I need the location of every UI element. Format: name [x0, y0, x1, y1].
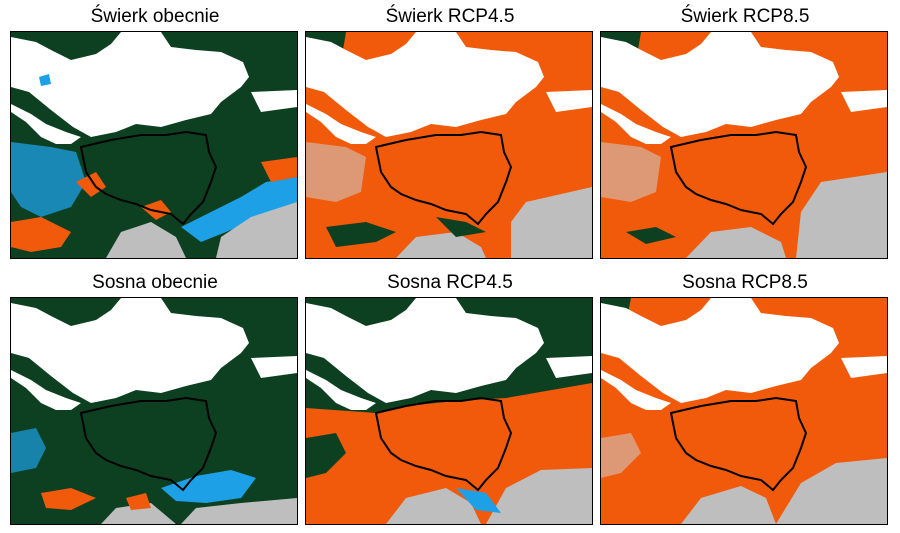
map-pine-rcp85: [601, 298, 887, 524]
poland-border: [669, 130, 808, 226]
poland-border: [374, 130, 513, 226]
map-panel-pine-current: Sosna obecnie: [10, 270, 300, 525]
map-pine-rcp45: [306, 298, 592, 524]
panel-title: Świerk RCP4.5: [385, 6, 515, 27]
map-panel-spruce-rcp45: Świerk RCP4.5: [305, 4, 595, 259]
north-sea-strait: [11, 104, 81, 144]
map-frame: [10, 31, 298, 259]
mixed-habitat-west: [306, 142, 366, 202]
poland-border: [79, 396, 218, 492]
mixed-habitat-west: [601, 433, 641, 478]
map-frame: [600, 297, 888, 525]
north-sea-strait: [11, 370, 81, 410]
gulf-water: [251, 90, 297, 112]
lost-habitat-east: [261, 157, 297, 182]
no-habitat-southeast: [216, 202, 297, 258]
no-habitat-south: [396, 232, 486, 258]
panel-title: Sosna RCP4.5: [387, 272, 513, 293]
map-frame: [305, 31, 593, 259]
baltic-sea: [11, 32, 249, 137]
baltic-sea: [601, 32, 839, 137]
lost-habitat-southwest: [41, 488, 96, 510]
poland-border: [669, 396, 808, 492]
gulf-water: [841, 90, 887, 112]
baltic-sea: [306, 298, 544, 403]
map-panel-pine-rcp85: Sosna RCP8.5: [600, 270, 890, 525]
poland-border: [79, 130, 218, 226]
panel-title: Sosna obecnie: [92, 272, 218, 293]
map-frame: [600, 31, 888, 259]
mixed-habitat-west: [601, 142, 661, 202]
new-habitat-east: [181, 177, 297, 242]
no-habitat-south: [386, 488, 481, 524]
stable-habitat-southwest: [326, 222, 396, 247]
poland-border: [374, 396, 513, 492]
stable-habitat-south: [436, 217, 486, 237]
lost-habitat-south: [126, 493, 151, 510]
no-habitat-south: [681, 486, 776, 524]
map-spruce-rcp45: [306, 32, 592, 258]
map-panel-spruce-rcp85: Świerk RCP8.5: [600, 4, 890, 259]
north-sea-strait: [306, 104, 376, 144]
no-habitat-southeast: [181, 498, 297, 524]
map-panel-pine-rcp45: Sosna RCP4.5: [305, 270, 595, 525]
new-habitat-north: [39, 74, 51, 86]
new-habitat-west: [11, 142, 86, 217]
north-sea-strait: [601, 370, 671, 410]
gulf-water: [251, 356, 297, 378]
stable-habitat-west: [306, 433, 346, 478]
baltic-sea: [306, 32, 544, 137]
gulf-water: [546, 90, 592, 112]
panel-title: Świerk obecnie: [90, 6, 220, 27]
new-habitat-west: [11, 428, 46, 473]
panel-title: Świerk RCP8.5: [680, 6, 810, 27]
gulf-water: [841, 356, 887, 378]
baltic-sea: [11, 298, 249, 403]
no-habitat-southeast: [776, 458, 887, 524]
map-frame: [305, 297, 593, 525]
map-spruce-current: [11, 32, 297, 258]
panel-title: Sosna RCP8.5: [682, 272, 808, 293]
north-sea-strait: [306, 370, 376, 410]
stable-habitat-southwest: [626, 227, 676, 244]
lost-habitat-southwest: [11, 217, 71, 252]
map-pine-current: [11, 298, 297, 524]
lost-habitat-patch: [76, 172, 106, 197]
no-habitat-southeast: [511, 187, 592, 258]
map-spruce-rcp85: [601, 32, 887, 258]
no-habitat-south: [101, 503, 176, 524]
no-habitat-southeast: [796, 172, 887, 258]
north-sea-strait: [601, 104, 671, 144]
new-habitat-south: [456, 488, 501, 513]
no-habitat-southeast: [486, 468, 592, 524]
baltic-sea: [601, 298, 839, 403]
new-habitat-south: [161, 470, 256, 503]
no-habitat-south: [686, 227, 786, 258]
map-frame: [10, 297, 298, 525]
no-habitat-south: [106, 222, 186, 258]
gulf-water: [546, 356, 592, 378]
map-panel-spruce-current: Świerk obecnie: [10, 4, 300, 259]
